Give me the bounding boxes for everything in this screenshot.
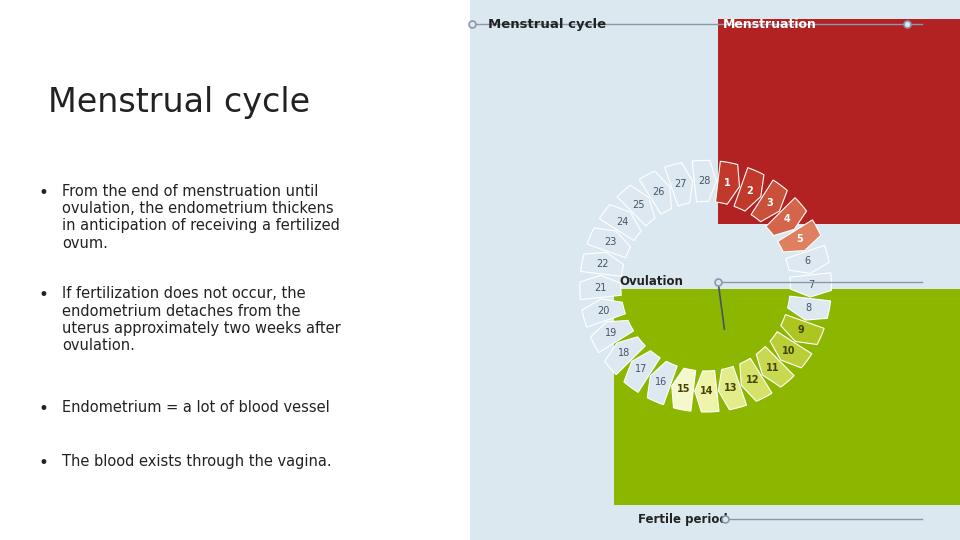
Text: Menstrual cycle: Menstrual cycle <box>48 86 310 119</box>
Text: Menstrual cycle: Menstrual cycle <box>488 18 606 31</box>
Text: 3: 3 <box>767 198 774 208</box>
FancyBboxPatch shape <box>614 289 960 505</box>
Text: 5: 5 <box>797 234 804 244</box>
FancyBboxPatch shape <box>470 0 960 540</box>
Text: Endometrium = a lot of blood vessel: Endometrium = a lot of blood vessel <box>62 400 330 415</box>
Text: From the end of menstruation until
ovulation, the endometrium thickens
in antici: From the end of menstruation until ovula… <box>62 184 340 251</box>
Text: 18: 18 <box>618 348 631 358</box>
Text: Fertile period: Fertile period <box>638 513 728 526</box>
Text: 28: 28 <box>698 176 710 186</box>
Text: 8: 8 <box>805 303 811 313</box>
Text: 9: 9 <box>798 326 804 335</box>
Text: 23: 23 <box>604 237 616 247</box>
Polygon shape <box>605 337 645 375</box>
Polygon shape <box>780 315 824 345</box>
Text: 24: 24 <box>616 217 629 227</box>
Polygon shape <box>647 361 677 405</box>
Text: •: • <box>38 454 48 471</box>
Text: •: • <box>38 184 48 201</box>
Text: 7: 7 <box>807 280 814 289</box>
Polygon shape <box>787 296 830 320</box>
Polygon shape <box>778 220 821 252</box>
Text: 19: 19 <box>606 328 617 338</box>
Polygon shape <box>786 245 829 273</box>
Polygon shape <box>580 275 621 300</box>
Text: 12: 12 <box>746 375 759 386</box>
Text: If fertilization does not occur, the
endometrium detaches from the
uterus approx: If fertilization does not occur, the end… <box>62 286 341 353</box>
Text: 16: 16 <box>656 377 667 387</box>
Polygon shape <box>766 198 806 235</box>
Polygon shape <box>751 180 787 222</box>
Text: The blood exists through the vagina.: The blood exists through the vagina. <box>62 454 332 469</box>
Text: 13: 13 <box>724 383 737 394</box>
Text: 15: 15 <box>677 384 690 394</box>
Polygon shape <box>664 163 693 206</box>
Text: 2: 2 <box>747 186 754 195</box>
Polygon shape <box>715 161 739 204</box>
Polygon shape <box>756 347 794 387</box>
Text: 21: 21 <box>594 283 607 293</box>
Polygon shape <box>734 167 764 211</box>
Text: Ovulation: Ovulation <box>619 275 684 288</box>
Text: 25: 25 <box>633 200 645 210</box>
Polygon shape <box>790 273 831 297</box>
FancyBboxPatch shape <box>718 19 960 224</box>
Polygon shape <box>639 171 671 214</box>
Polygon shape <box>590 320 634 353</box>
Text: 4: 4 <box>783 214 790 224</box>
Text: 26: 26 <box>652 187 664 197</box>
Text: 1: 1 <box>724 178 731 188</box>
Polygon shape <box>718 366 747 410</box>
Text: 20: 20 <box>597 306 610 316</box>
Text: 14: 14 <box>701 387 714 396</box>
Polygon shape <box>692 160 716 202</box>
Polygon shape <box>588 228 631 258</box>
Text: 11: 11 <box>766 362 780 373</box>
Polygon shape <box>582 299 625 327</box>
Text: 27: 27 <box>674 179 687 189</box>
Polygon shape <box>740 358 772 401</box>
Polygon shape <box>617 185 655 226</box>
Text: Menstruation: Menstruation <box>723 18 817 31</box>
Text: 10: 10 <box>782 346 796 356</box>
Text: 22: 22 <box>596 259 609 269</box>
Text: •: • <box>38 286 48 304</box>
Text: •: • <box>38 400 48 417</box>
Polygon shape <box>599 205 641 241</box>
Text: 6: 6 <box>804 256 811 266</box>
Polygon shape <box>770 332 812 368</box>
Polygon shape <box>581 252 624 276</box>
Polygon shape <box>672 368 696 411</box>
Polygon shape <box>695 370 719 412</box>
Text: 17: 17 <box>635 364 647 375</box>
Polygon shape <box>624 350 660 393</box>
